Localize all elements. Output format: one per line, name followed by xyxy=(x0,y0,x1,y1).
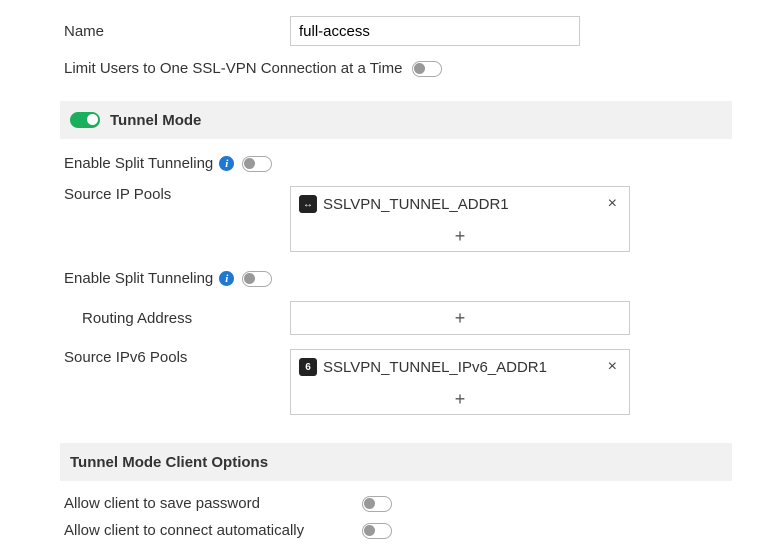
remove-icon[interactable]: × xyxy=(604,358,621,376)
limit-users-toggle[interactable] xyxy=(412,61,442,77)
pool-item[interactable]: ↔ SSLVPN_TUNNEL_ADDR1 × xyxy=(291,187,629,221)
pool-item[interactable]: 6 SSLVPN_TUNNEL_IPv6_ADDR1 × xyxy=(291,350,629,384)
add-ipv6-pool-button[interactable]: + xyxy=(291,384,629,414)
pool-item-label: SSLVPN_TUNNEL_ADDR1 xyxy=(323,196,509,213)
save-password-toggle[interactable] xyxy=(362,496,392,512)
add-ip-pool-button[interactable]: + xyxy=(291,221,629,251)
client-options-title: Tunnel Mode Client Options xyxy=(70,454,268,471)
save-password-label: Allow client to save password xyxy=(64,495,348,512)
routing-address-add[interactable]: + xyxy=(290,301,630,335)
limit-users-label: Limit Users to One SSL-VPN Connection at… xyxy=(64,60,402,77)
info-icon[interactable]: i xyxy=(219,271,234,286)
tunnel-mode-title: Tunnel Mode xyxy=(110,112,201,129)
name-label: Name xyxy=(64,23,290,40)
address-object-icon: ↔ xyxy=(299,195,317,213)
split-tunneling-1-label: Enable Split Tunneling i xyxy=(64,155,290,172)
name-input[interactable] xyxy=(290,16,580,46)
split-tunneling-2-label: Enable Split Tunneling i xyxy=(64,270,290,287)
split-tunneling-1-toggle[interactable] xyxy=(242,156,272,172)
source-ip-pools-box: ↔ SSLVPN_TUNNEL_ADDR1 × + xyxy=(290,186,630,252)
auto-connect-toggle[interactable] xyxy=(362,523,392,539)
info-icon[interactable]: i xyxy=(219,156,234,171)
source-ipv6-pools-box: 6 SSLVPN_TUNNEL_IPv6_ADDR1 × + xyxy=(290,349,630,415)
client-options-section: Tunnel Mode Client Options xyxy=(60,443,732,481)
source-ipv6-pools-label: Source IPv6 Pools xyxy=(64,349,290,366)
pool-item-label: SSLVPN_TUNNEL_IPv6_ADDR1 xyxy=(323,359,547,376)
source-ip-pools-label: Source IP Pools xyxy=(64,186,290,203)
split-tunneling-2-toggle[interactable] xyxy=(242,271,272,287)
auto-connect-label: Allow client to connect automatically xyxy=(64,522,348,539)
routing-address-label: Routing Address xyxy=(64,310,290,327)
tunnel-mode-toggle[interactable] xyxy=(70,112,100,128)
remove-icon[interactable]: × xyxy=(604,195,621,213)
tunnel-mode-section: Tunnel Mode xyxy=(60,101,732,139)
address6-object-icon: 6 xyxy=(299,358,317,376)
